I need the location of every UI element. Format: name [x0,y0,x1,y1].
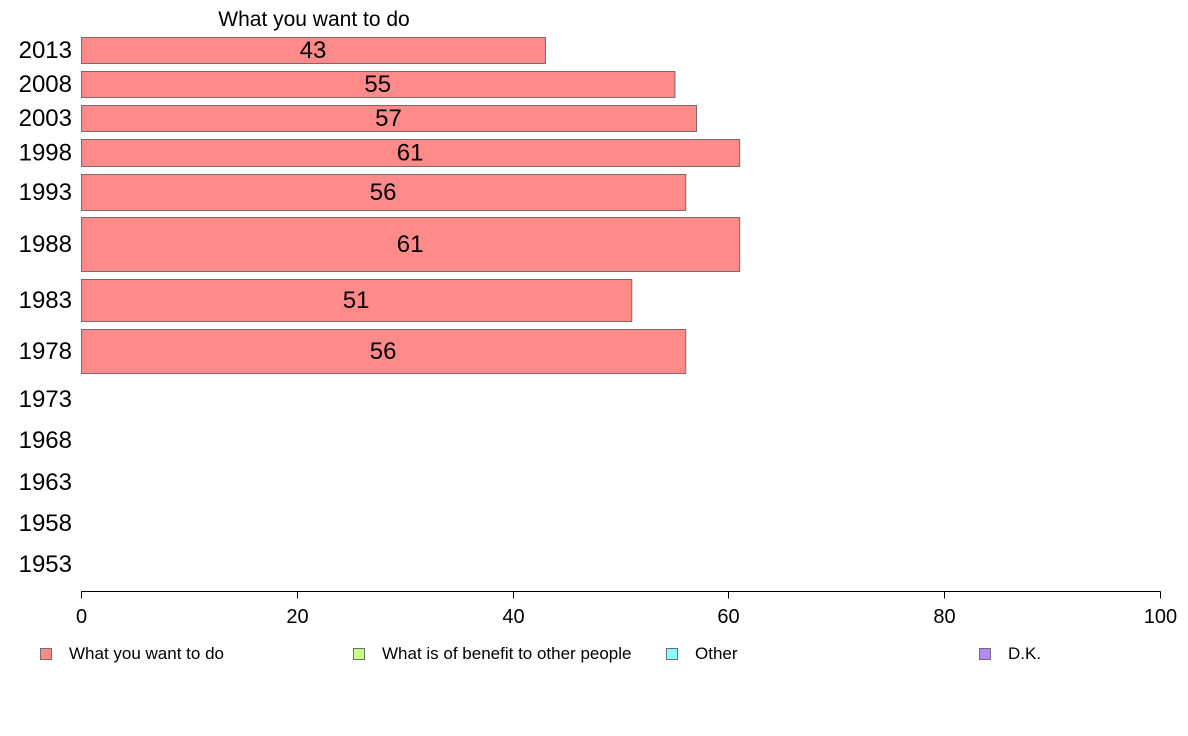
legend-label: What you want to do [69,644,224,663]
bar [81,217,741,272]
bar-value-label: 56 [370,179,397,206]
y-tick-label: 1988 [19,231,72,258]
bar [81,279,633,322]
bar-value-label: 43 [300,37,327,64]
x-tick-label: 60 [717,606,739,628]
legend-swatch [40,648,52,660]
bar [81,174,687,211]
y-tick-label: 1993 [19,179,72,206]
legend-item: What is of benefit to other people [353,644,632,664]
chart-title: What you want to do [218,8,409,31]
legend-label: D.K. [1008,644,1042,663]
bar [81,329,687,374]
legend: What you want to do What is of benefit to… [0,644,1188,668]
legend-item: D.K. [979,644,1041,664]
legend-swatch [666,648,678,660]
y-tick-label: 1998 [19,140,72,167]
bar-value-label: 61 [397,231,424,258]
bar [81,139,741,167]
bar-value-label: 56 [370,338,397,365]
x-tick-label: 0 [76,606,87,628]
y-tick-label: 1973 [19,386,72,413]
x-tick-label: 20 [286,606,308,628]
legend-label: Other [695,644,738,663]
y-tick-label: 1958 [19,510,72,537]
y-tick-label: 1953 [19,551,72,578]
legend-swatch [979,648,991,660]
legend-item: What you want to do [40,644,224,664]
x-axis: 0 20 40 60 80 100 [76,591,1177,628]
y-tick-label: 2013 [19,37,72,64]
legend-item: Other [666,644,738,664]
legend-swatch [353,648,365,660]
bar-value-label: 55 [364,71,391,98]
y-tick-label: 1968 [19,427,72,454]
bar-value-label: 51 [343,287,370,314]
x-tick-label: 100 [1144,606,1177,628]
y-tick-label: 1978 [19,338,72,365]
x-tick-label: 40 [502,606,524,628]
bar [81,37,546,64]
bar [81,105,698,132]
bar [81,71,676,98]
y-tick-label: 1983 [19,287,72,314]
y-axis-labels: 2013 2008 2003 1998 1993 1988 1983 1978 1973 1968… [19,37,72,578]
y-tick-label: 2003 [19,105,72,132]
legend-label: What is of benefit to other people [382,644,632,663]
bar-value-label: 57 [375,105,402,132]
x-tick-label: 80 [933,606,955,628]
y-tick-label: 2008 [19,71,72,98]
y-tick-label: 1963 [19,469,72,496]
bar-value-label: 61 [397,140,424,167]
